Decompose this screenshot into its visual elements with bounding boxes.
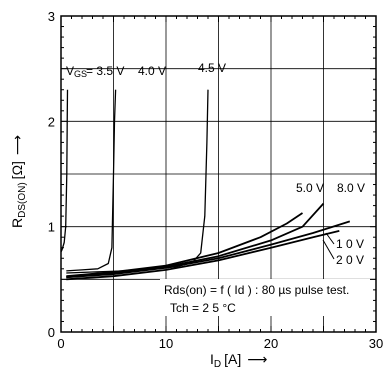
- series-label-20v: 2 0 V: [336, 253, 364, 267]
- annotation-box: [160, 279, 370, 316]
- series-line: [66, 89, 117, 272]
- y-tick-label: 3: [48, 9, 55, 24]
- label-leader-20v: [322, 239, 335, 260]
- vgs-prefix-label: VGS: [66, 64, 87, 79]
- y-tick-label: 1: [48, 220, 55, 235]
- series-label-4-5v: 4.5 V: [198, 61, 226, 75]
- series-line: [66, 220, 351, 279]
- series-line: [66, 202, 325, 279]
- series-label-5-0v: 5.0 V: [296, 181, 324, 195]
- x-tick-label: 10: [159, 336, 173, 351]
- label-leader-10v: [325, 232, 335, 245]
- series-line: [66, 212, 304, 278]
- y-tick-label: 2: [48, 114, 55, 129]
- series-line: [66, 230, 340, 281]
- x-tick-label: 20: [264, 336, 278, 351]
- series-label-10v: 1 0 V: [336, 237, 364, 251]
- series-line: [66, 89, 209, 274]
- x-tick-label: 0: [57, 336, 64, 351]
- ticks: 0 10 20 30 0 1 2 3: [48, 9, 383, 351]
- x-tick-label: 30: [369, 336, 383, 351]
- annotation-line-1: Rds(on) = f ( Id ) : 80 µs pulse test.: [164, 283, 349, 297]
- x-axis-title: ID [A] ⟶: [210, 351, 267, 370]
- y-axis-title: RDS(ON)[Ω]⟶: [9, 135, 28, 228]
- y-tick-label: 0: [48, 325, 55, 340]
- series: [60, 89, 351, 281]
- annotation-line-2: Tch = 2 5 °C: [170, 301, 236, 315]
- series-label-3-5v: = 3.5 V: [86, 64, 124, 78]
- series-line: [60, 89, 69, 253]
- series-label-8-0v: 8.0 V: [337, 181, 365, 195]
- series-label-4-0v: 4.0 V: [138, 64, 166, 78]
